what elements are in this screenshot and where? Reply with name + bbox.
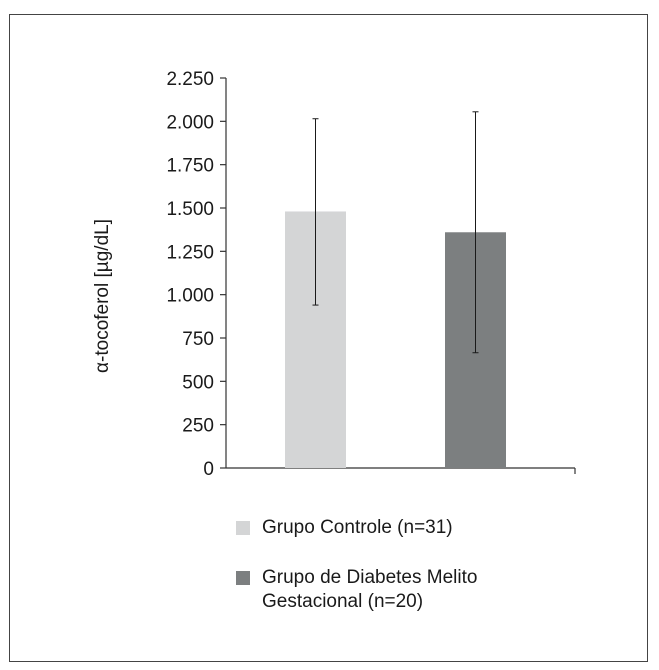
y-tick-label: 2.000	[166, 112, 214, 133]
axes	[225, 78, 576, 474]
y-tick-label: 1.250	[166, 242, 214, 263]
y-tick-label: 2.250	[166, 69, 214, 90]
y-tick-label: 250	[182, 416, 214, 437]
bars	[285, 211, 506, 468]
error-bars	[312, 111, 479, 354]
legend: Grupo Controle (n=31) Grupo de Diabetes …	[236, 516, 562, 614]
legend-label-controle: Grupo Controle (n=31)	[262, 517, 453, 538]
legend-item-controle: Grupo Controle (n=31)	[236, 516, 562, 540]
y-tick-label: 750	[182, 329, 214, 350]
legend-swatch-diabetes	[236, 571, 250, 585]
y-tick-label: 0	[203, 459, 214, 480]
legend-label-diabetes: Grupo de Diabetes Melito Gestacional (n=…	[262, 567, 478, 612]
legend-swatch-controle	[236, 521, 250, 535]
legend-item-diabetes: Grupo de Diabetes Melito Gestacional (n=…	[236, 566, 562, 614]
y-axis-label: α-tocoferol [µg/dL]	[92, 219, 113, 373]
y-tick-label: 1.500	[166, 199, 214, 220]
y-tick-label: 500	[182, 372, 214, 393]
y-ticks: 0 250 500 750 1.000 1.250 1.500 1.750 2.000 2.250	[166, 69, 226, 480]
y-tick-label: 1.000	[166, 286, 214, 307]
y-tick-label: 1.750	[166, 156, 214, 177]
